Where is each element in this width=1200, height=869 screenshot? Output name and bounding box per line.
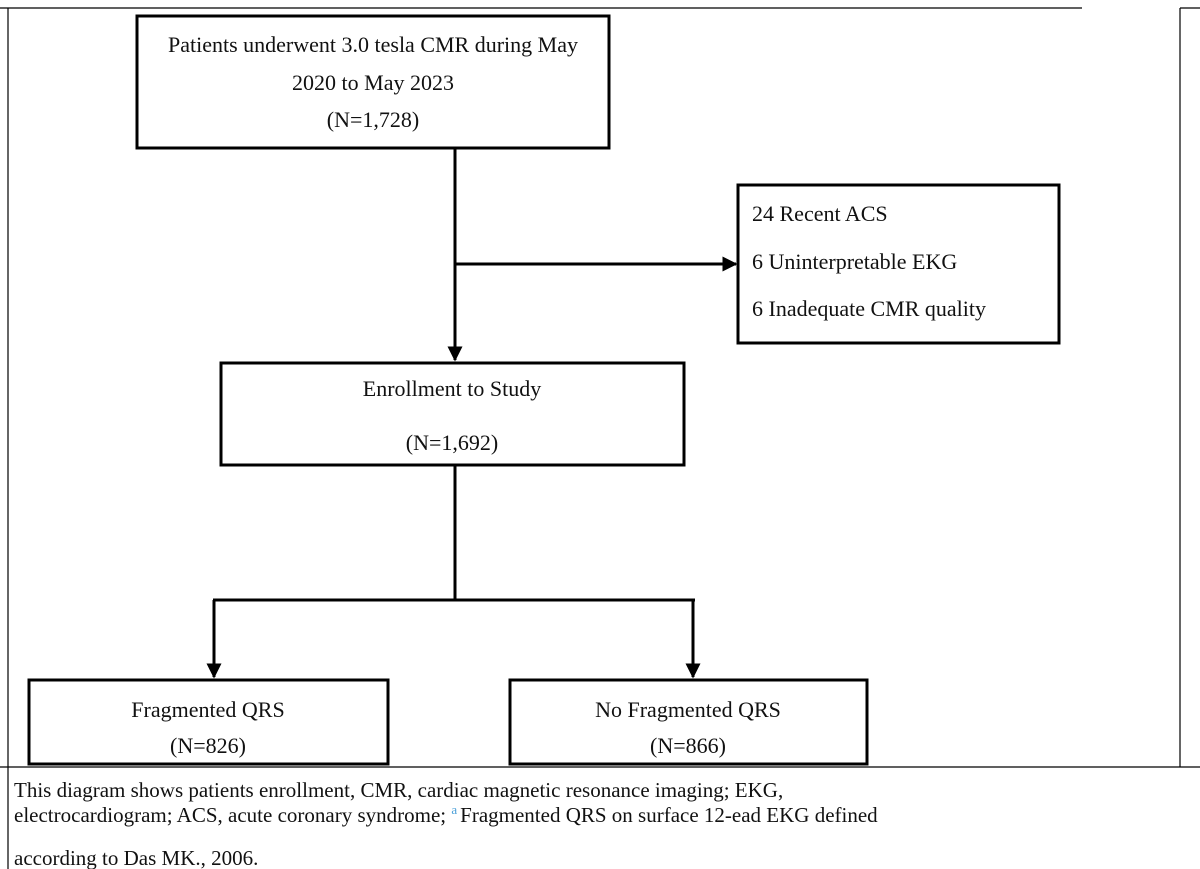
caption: electrocardiogram; ACS, acute coronary s…: [14, 802, 878, 827]
box: [27, 678, 390, 766]
box-text: (N=1,728): [327, 107, 419, 132]
box-text: (N=866): [650, 733, 726, 758]
box: [508, 678, 869, 766]
box: [219, 361, 686, 467]
caption: This diagram shows patients enrollment, …: [14, 778, 783, 802]
box-text: Fragmented QRS: [131, 697, 284, 722]
caption-part: Fragmented QRS on surface 12-ead EKG def…: [460, 803, 878, 827]
superscript: a: [451, 802, 457, 817]
box-text: 24 Recent ACS: [752, 201, 888, 226]
box-text: 2020 to May 2023: [292, 70, 454, 95]
box-text: (N=1,692): [406, 430, 498, 455]
box-text: 6 Uninterpretable EKG: [752, 249, 957, 274]
box: [736, 183, 1061, 345]
box-text: Patients underwent 3.0 tesla CMR during …: [168, 32, 578, 57]
box-text: (N=826): [170, 733, 246, 758]
box-text: 6 Inadequate CMR quality: [752, 296, 986, 321]
caption: according to Das MK., 2006.: [14, 846, 258, 869]
box-text: No Fragmented QRS: [595, 697, 781, 722]
box: [135, 14, 611, 150]
caption-part: electrocardiogram; ACS, acute coronary s…: [14, 803, 446, 827]
box-text: Enrollment to Study: [363, 376, 541, 401]
